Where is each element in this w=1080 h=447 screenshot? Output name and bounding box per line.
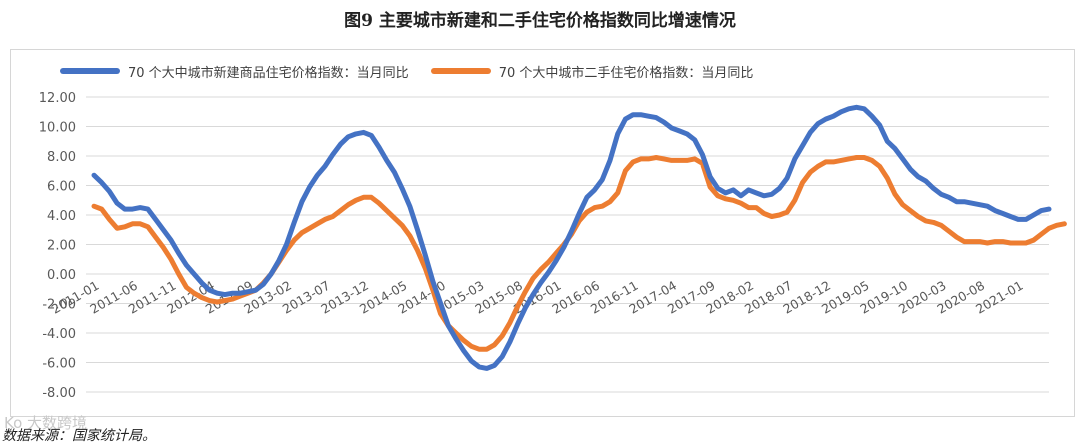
legend-swatch-second-hand bbox=[430, 68, 491, 74]
y-tick-label: 12.00 bbox=[39, 91, 76, 106]
legend-swatch-new-home bbox=[60, 68, 120, 74]
y-tick-label: 2.00 bbox=[47, 239, 76, 254]
y-tick-label: 10.00 bbox=[39, 121, 76, 136]
chart-frame bbox=[10, 49, 1075, 417]
source-note: 数据来源：国家统计局。 bbox=[2, 428, 156, 444]
chart-title: 图9 主要城市新建和二手住宅价格指数同比增速情况 bbox=[344, 11, 736, 31]
y-tick-label: -6.00 bbox=[42, 357, 76, 372]
legend-label-new-home: 70 个大中城市新建商品住宅价格指数：当月同比 bbox=[128, 65, 409, 81]
chart-legend: 70 个大中城市新建商品住宅价格指数：当月同比 70 个大中城市二手住宅价格指数… bbox=[60, 61, 775, 81]
y-tick-label: 0.00 bbox=[47, 268, 76, 283]
y-tick-label: -2.00 bbox=[42, 298, 76, 313]
y-tick-label: -8.00 bbox=[42, 386, 76, 401]
y-tick-label: 4.00 bbox=[47, 209, 76, 224]
legend-item-new-home: 70 个大中城市新建商品住宅价格指数：当月同比 bbox=[60, 62, 409, 81]
series-line-second-hand bbox=[91, 155, 1067, 352]
y-tick-label: 6.00 bbox=[47, 180, 76, 195]
legend-item-second-hand: 70 个大中城市二手住宅价格指数：当月同比 bbox=[430, 62, 754, 81]
y-tick-label: -4.00 bbox=[42, 327, 76, 342]
y-tick-label: 8.00 bbox=[47, 150, 76, 165]
legend-label-second-hand: 70 个大中城市二手住宅价格指数：当月同比 bbox=[498, 65, 754, 81]
series-line-new-home bbox=[91, 104, 1052, 371]
watermark: Ko 大数跨境 bbox=[4, 414, 88, 432]
